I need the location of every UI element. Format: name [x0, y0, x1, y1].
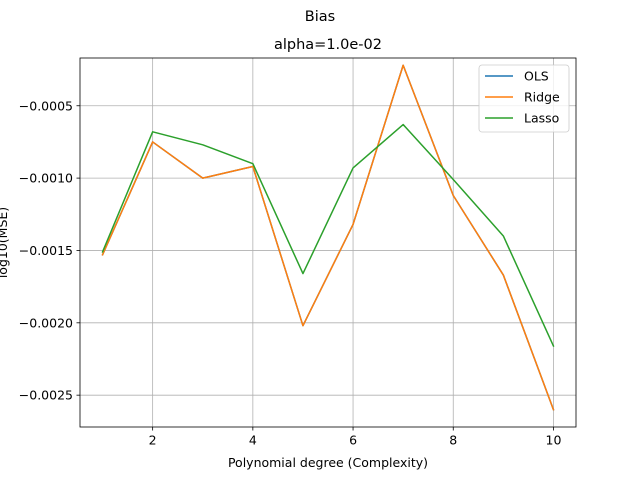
x-tick-label: 8 [449, 433, 457, 448]
series-line-lasso [101, 123, 555, 347]
x-tick-label: 10 [546, 433, 562, 448]
y-axis-label: log10(MSE) [0, 207, 10, 278]
figure-suptitle: Bias [305, 9, 335, 25]
legend-box [478, 64, 570, 133]
chart-title: alpha=1.0e-02 [274, 37, 382, 53]
axes-frame [79, 57, 577, 428]
legend-label-ridge: Ridge [524, 90, 560, 105]
series-line-ridge [101, 64, 555, 411]
axis-ticks: 2 4 6 8 10 −0.0025 −0.0020 −0.0015 −0.0010 −0.000… [19, 98, 562, 447]
x-axis-label: Polynomial degree (Complexity) [228, 455, 428, 470]
y-tick-label: −0.0015 [19, 243, 73, 258]
legend-label-ols: OLS [524, 69, 549, 84]
y-tick-label: −0.0010 [19, 171, 73, 186]
x-tick-label: 2 [149, 433, 157, 448]
legend-label-lasso: Lasso [524, 111, 559, 126]
series-lines [101, 64, 555, 411]
y-tick-label: −0.0005 [19, 98, 73, 113]
legend: OLS Ridge Lasso [478, 64, 570, 133]
x-tick-label: 4 [249, 433, 257, 448]
y-tick-label: −0.0020 [19, 315, 73, 330]
x-tick-label: 6 [349, 433, 357, 448]
y-tick-label: −0.0025 [19, 388, 73, 403]
